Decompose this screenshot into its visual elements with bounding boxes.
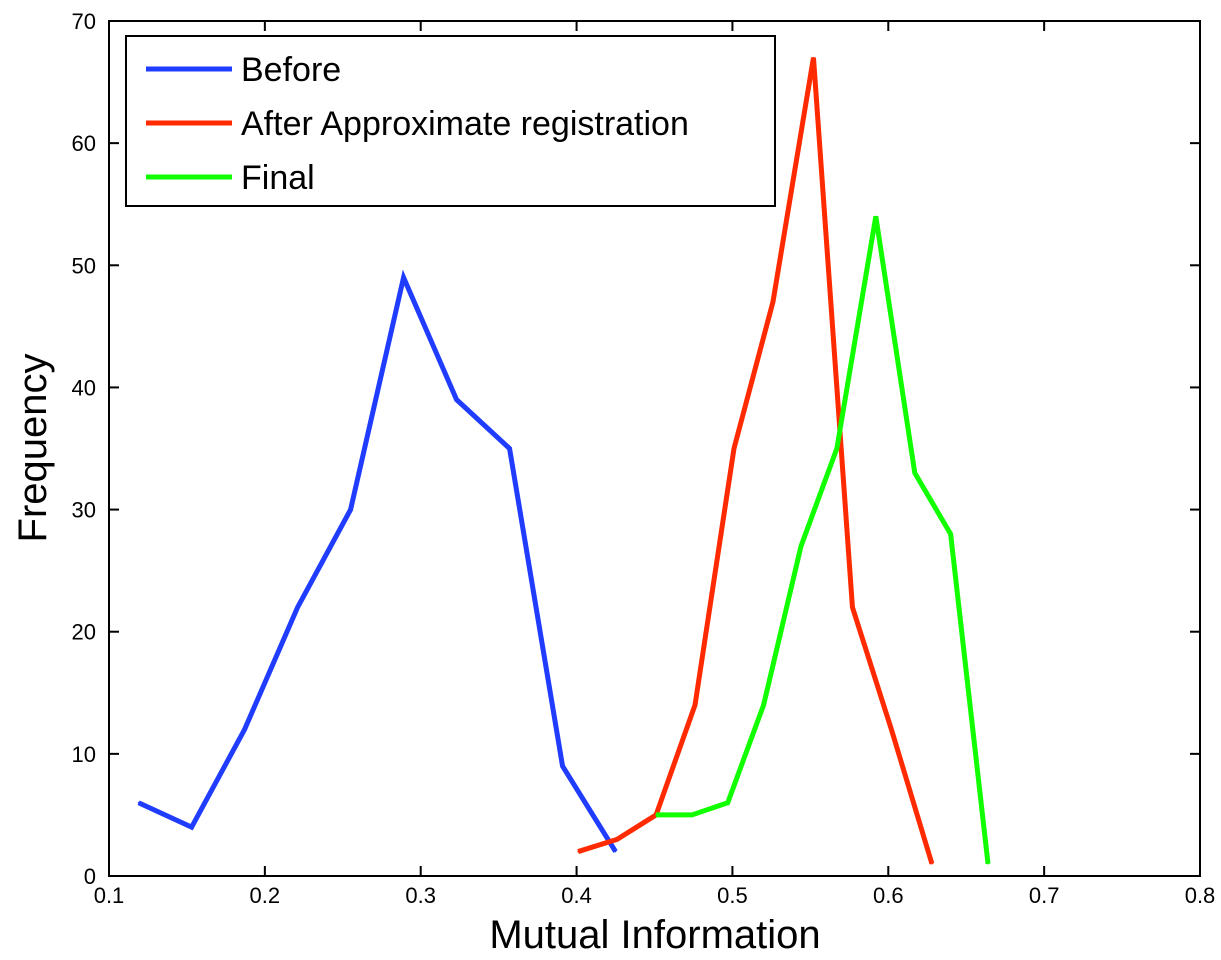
y-tick-label-7: 70 bbox=[72, 9, 96, 34]
series-0-point-6 bbox=[455, 398, 458, 401]
x-tick-label-3: 0.4 bbox=[561, 883, 592, 908]
legend-label-0: Before bbox=[241, 51, 341, 89]
series-1-point-4 bbox=[733, 447, 735, 450]
series-1-point-8 bbox=[890, 728, 893, 731]
x-tick-label-1: 0.2 bbox=[250, 883, 281, 908]
x-tick-label-0: 0.1 bbox=[94, 883, 125, 908]
x-tick-label-6: 0.7 bbox=[1029, 883, 1060, 908]
series-0-point-2 bbox=[243, 728, 246, 731]
axis-layer: 0.1 0.2 0.3 0.4 0.5 0.6 0.7 0.8 0 10 20 30 40 50 60 70 M… bbox=[11, 9, 1215, 957]
y-tick-label-6: 60 bbox=[72, 131, 96, 156]
x-tick-label-2: 0.3 bbox=[405, 883, 436, 908]
series-2-point-1 bbox=[691, 814, 693, 816]
x-tick-label-4: 0.5 bbox=[717, 883, 748, 908]
series-line-2 bbox=[656, 216, 991, 865]
series-1-point-6 bbox=[812, 56, 815, 59]
legend-label-2: Final bbox=[241, 159, 315, 197]
legend-label-1: After Approximate registration bbox=[241, 105, 689, 143]
series-2-point-9 bbox=[987, 862, 989, 865]
series-0-point-4 bbox=[349, 508, 352, 511]
series-line-0 bbox=[137, 269, 618, 853]
series-2-point-5 bbox=[836, 447, 838, 450]
series-2-point-7 bbox=[913, 472, 916, 474]
series-2-point-2 bbox=[726, 801, 729, 804]
y-tick-label-3: 30 bbox=[72, 498, 96, 523]
series-1-point-0 bbox=[577, 850, 579, 853]
series-2-point-4 bbox=[800, 545, 802, 548]
legend-box bbox=[125, 35, 776, 207]
y-tick-label-4: 40 bbox=[72, 375, 96, 400]
y-tick-label-5: 50 bbox=[72, 253, 96, 278]
series-2-point-0 bbox=[655, 814, 657, 816]
series-1-point-7 bbox=[851, 606, 854, 609]
y-tick-label-0: 0 bbox=[84, 864, 96, 889]
series-2-point-8 bbox=[949, 533, 952, 535]
series-layer bbox=[137, 56, 991, 865]
y-tick-label-1: 10 bbox=[72, 742, 96, 767]
series-2-point-3 bbox=[762, 704, 765, 706]
series-line-1 bbox=[577, 57, 935, 865]
y-tick-label-2: 20 bbox=[72, 620, 96, 645]
series-0-point-5 bbox=[402, 276, 405, 279]
series-1-point-1 bbox=[616, 838, 618, 841]
series-0-point-7 bbox=[508, 447, 511, 450]
series-0-point-1 bbox=[190, 826, 193, 828]
x-tick-label-5: 0.6 bbox=[873, 883, 904, 908]
y-axis-title: Frequency bbox=[11, 354, 55, 543]
series-1-point-5 bbox=[772, 301, 774, 303]
series-1-point-3 bbox=[694, 704, 696, 706]
series-0-point-9 bbox=[614, 850, 617, 853]
series-0-point-8 bbox=[561, 765, 564, 767]
legend: Before After Approximate registration Fina… bbox=[125, 35, 776, 207]
series-2-point-6 bbox=[875, 215, 877, 218]
series-0-point-3 bbox=[296, 606, 299, 609]
x-tick-label-7: 0.8 bbox=[1185, 883, 1216, 908]
series-0-point-0 bbox=[137, 801, 140, 804]
series-1-point-9 bbox=[931, 862, 933, 865]
x-axis-title: Mutual Information bbox=[489, 913, 820, 957]
